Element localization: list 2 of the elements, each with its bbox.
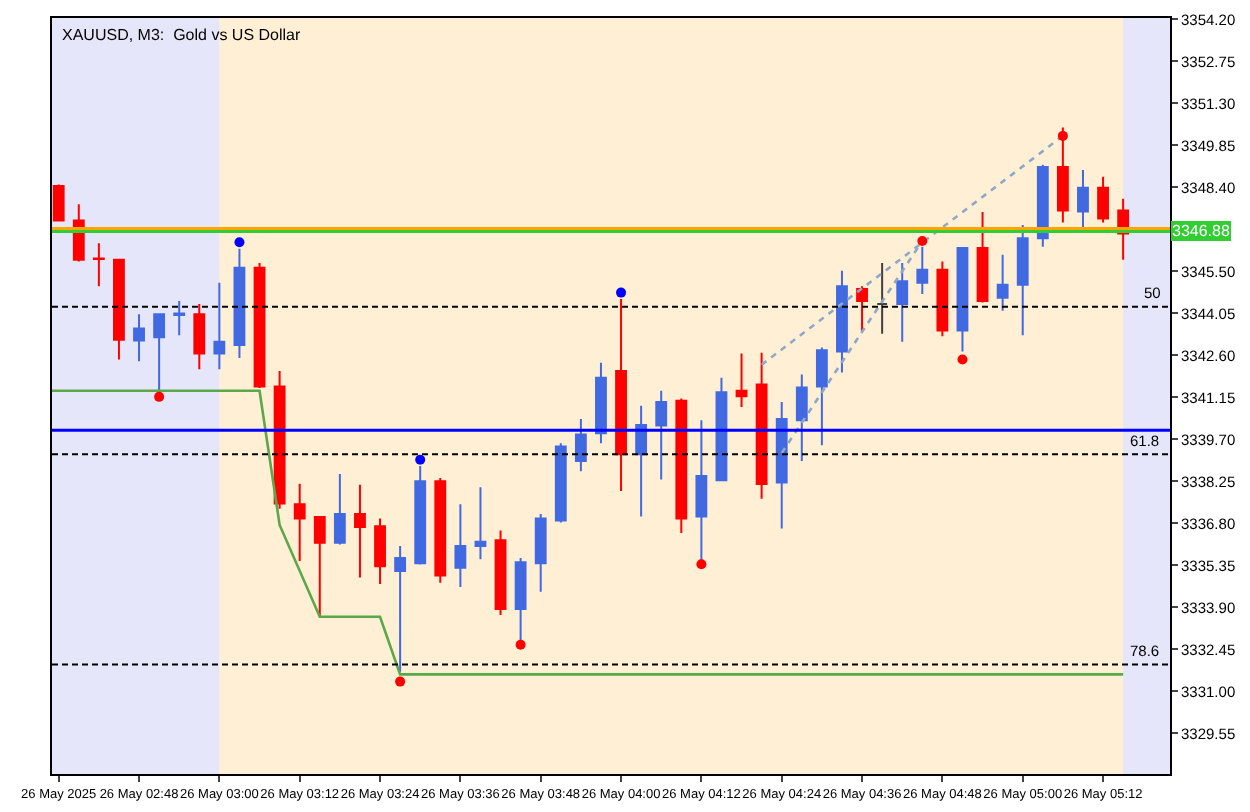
text: XAUUSD, M3: Gold vs US Dollar: [62, 26, 301, 44]
ref-line-label: 3346.88: [1172, 222, 1231, 240]
